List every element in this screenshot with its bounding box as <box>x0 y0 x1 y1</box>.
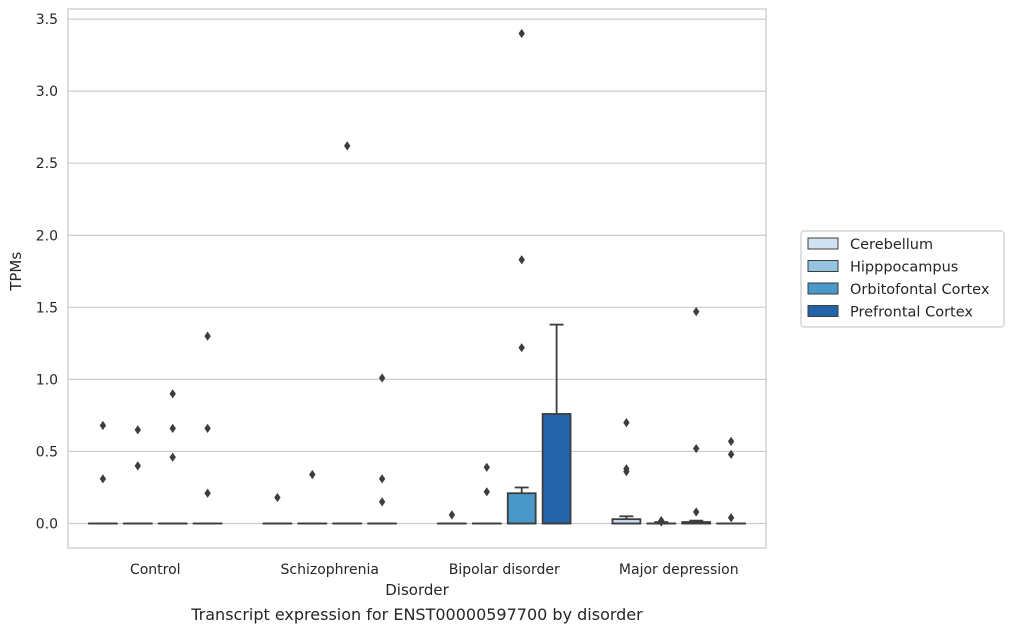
y-tick-label: 1.5 <box>36 300 58 316</box>
outlier-point <box>204 488 211 498</box>
outlier-point <box>204 423 211 433</box>
outlier-point <box>727 436 735 446</box>
y-tick-label: 3.0 <box>36 84 58 100</box>
outlier-point <box>378 474 386 484</box>
box-hipppocampus <box>646 516 677 527</box>
outlier-point <box>274 492 281 503</box>
legend-swatch <box>807 237 839 250</box>
box-hipppocampus <box>297 469 328 525</box>
box-prefrontal-cortex <box>192 331 223 525</box>
outlier-point <box>448 510 456 520</box>
outlier-point <box>518 255 525 265</box>
outlier-point <box>378 373 386 383</box>
y-tick-label: 2.0 <box>36 228 58 244</box>
y-tick-label: 3.5 <box>36 12 58 28</box>
outlier-point <box>309 469 316 480</box>
box-cerebellum <box>437 510 467 525</box>
legend-swatch <box>807 260 839 272</box>
outlier-point <box>693 443 700 454</box>
outlier-point <box>483 462 490 472</box>
box-orbitofontal-cortex <box>157 389 188 525</box>
box-body <box>506 492 537 525</box>
x-axis-ticks: Control Schizophrenia Bipolar disorder Majo… <box>130 562 739 578</box>
box-prefrontal-cortex <box>367 373 397 525</box>
box-orbitofontal-cortex <box>332 141 363 525</box>
gridlines <box>68 18 766 525</box>
outlier-point <box>623 464 630 474</box>
y-tick-label: 0.0 <box>36 517 58 533</box>
box-hipppocampus <box>471 462 502 525</box>
box-prefrontal-cortex <box>716 436 746 525</box>
outlier-point <box>693 307 700 317</box>
outlier-point <box>204 331 211 341</box>
outlier-point <box>169 452 176 462</box>
outlier-point <box>693 507 700 517</box>
x-axis-title: Disorder <box>385 581 449 599</box>
legend-label: Cerebellum <box>850 237 933 253</box>
x-tick-label: Schizophrenia <box>281 562 379 578</box>
outlier-point <box>623 418 630 428</box>
y-tick-label: 2.5 <box>36 156 58 172</box>
legend-label: Prefrontal Cortex <box>850 305 973 321</box>
y-tick-label: 0.5 <box>36 444 58 460</box>
plot-area <box>88 28 746 527</box>
outlier-point <box>378 497 386 507</box>
box-hipppocampus <box>122 425 153 525</box>
legend-frame <box>800 230 1005 328</box>
box-cerebellum <box>611 418 642 525</box>
outlier-point <box>658 516 665 526</box>
outlier-point <box>99 420 107 431</box>
x-tick-label: Control <box>130 562 181 578</box>
y-tick-label: 1.0 <box>36 372 58 388</box>
legend-swatch <box>807 305 839 317</box>
legend-label: Orbitofontal Cortex <box>850 282 990 298</box>
outlier-point <box>169 423 176 433</box>
box-body <box>541 413 572 525</box>
legend-swatch <box>807 282 839 295</box>
outlier-point <box>518 343 525 353</box>
box-cerebellum <box>262 492 293 525</box>
outlier-point <box>99 474 107 484</box>
outlier-point <box>134 425 141 435</box>
y-axis-ticks: 0.0 0.5 1.0 1.5 2.0 2.5 3.0 3.5 <box>36 12 58 532</box>
outlier-point <box>344 141 351 151</box>
plot-frame <box>67 8 767 549</box>
outlier-point <box>518 28 525 39</box>
x-tick-label: Bipolar disorder <box>449 562 560 578</box>
outlier-point <box>727 513 735 523</box>
x-tick-label: Major depression <box>619 562 739 578</box>
figure-caption: Transcript expression for ENST0000059770… <box>191 605 643 624</box>
outlier-point <box>727 449 735 459</box>
box-prefrontal-cortex <box>541 323 572 525</box>
box-orbitofontal-cortex <box>506 28 537 525</box>
legend-label: Hipppocampus <box>850 260 958 276</box>
outlier-point <box>134 461 141 471</box>
outlier-point <box>169 389 176 399</box>
legend: Cerebellum Hipppocampus Orbitofontal Corte… <box>800 230 1005 328</box>
outlier-point <box>483 487 490 497</box>
box-cerebellum <box>88 420 118 525</box>
y-axis-title: TPMs <box>7 252 25 292</box>
box-orbitofontal-cortex <box>681 307 712 525</box>
